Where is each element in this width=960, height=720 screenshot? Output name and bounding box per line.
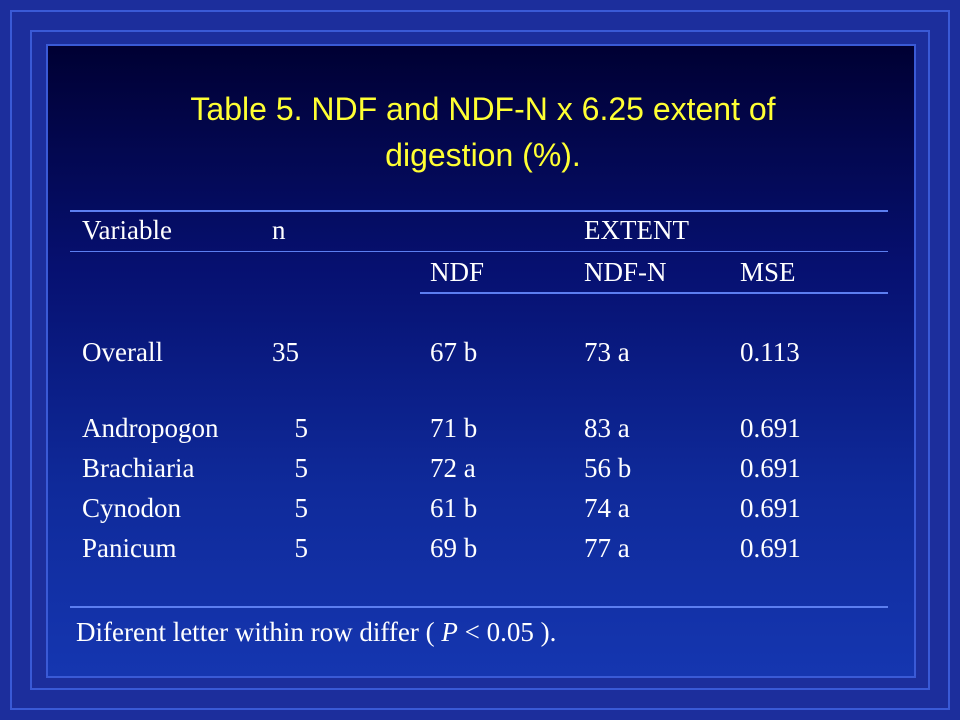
row-panicum-variable: Panicum [82, 533, 177, 563]
header-extent: EXTENT [584, 215, 689, 245]
header-n: n [272, 215, 286, 245]
row-cynodon-ndf-n: 74 a [584, 493, 630, 523]
footnote-prefix: Diferent letter within row differ ( [76, 617, 442, 647]
row-cynodon-mse: 0.691 [740, 493, 801, 523]
row-brachiaria-ndf-n: 56 b [584, 453, 632, 483]
slide-title: Table 5. NDF and NDF-N x 6.25 extent of … [48, 86, 918, 178]
footnote-suffix: < 0.05 ). [457, 617, 557, 647]
table-bottom-rule [70, 606, 888, 608]
row-andropogon-variable: Andropogon [82, 413, 219, 443]
header-ndf-n: NDF-N [584, 257, 667, 287]
header-mse: MSE [740, 257, 796, 287]
row-andropogon-mse: 0.691 [740, 413, 801, 443]
row-panicum-mse: 0.691 [740, 533, 801, 563]
row-andropogon-ndf: 71 b [430, 413, 478, 443]
row-cynodon-n: 5 [294, 493, 309, 523]
row-cynodon-variable: Cynodon [82, 493, 182, 523]
row-brachiaria-n: 5 [294, 453, 309, 483]
table-top-rule [70, 210, 888, 212]
row-overall-ndf-n: 73 a [584, 337, 630, 367]
row-andropogon-n: 5 [294, 413, 309, 443]
header-variable: Variable [82, 215, 172, 245]
row-overall-mse: 0.113 [740, 337, 800, 367]
header-ndf: NDF [430, 257, 485, 287]
middle-frame [30, 30, 930, 690]
slide: Table 5. NDF and NDF-N x 6.25 extent of … [46, 44, 916, 678]
row-andropogon-ndf-n: 83 a [584, 413, 630, 443]
footnote: Diferent letter within row differ ( P < … [76, 616, 556, 648]
row-panicum-n: 5 [294, 533, 309, 563]
title-line-1: Table 5. NDF and NDF-N x 6.25 extent of [190, 91, 776, 127]
row-overall-ndf: 67 b [430, 337, 478, 367]
title-line-2: digestion (%). [385, 137, 581, 173]
row-brachiaria-ndf: 72 a [430, 453, 476, 483]
outer-frame [10, 10, 950, 710]
table-subheader-rule [420, 292, 888, 294]
row-panicum-ndf: 69 b [430, 533, 478, 563]
row-brachiaria-variable: Brachiaria [82, 453, 195, 483]
footnote-p-symbol: P [441, 617, 458, 647]
row-overall-variable: Overall [82, 337, 163, 367]
row-overall-n: 35 [272, 337, 299, 367]
row-brachiaria-mse: 0.691 [740, 453, 801, 483]
row-panicum-ndf-n: 77 a [584, 533, 630, 563]
row-cynodon-ndf: 61 b [430, 493, 478, 523]
table-header-rule [70, 251, 888, 252]
